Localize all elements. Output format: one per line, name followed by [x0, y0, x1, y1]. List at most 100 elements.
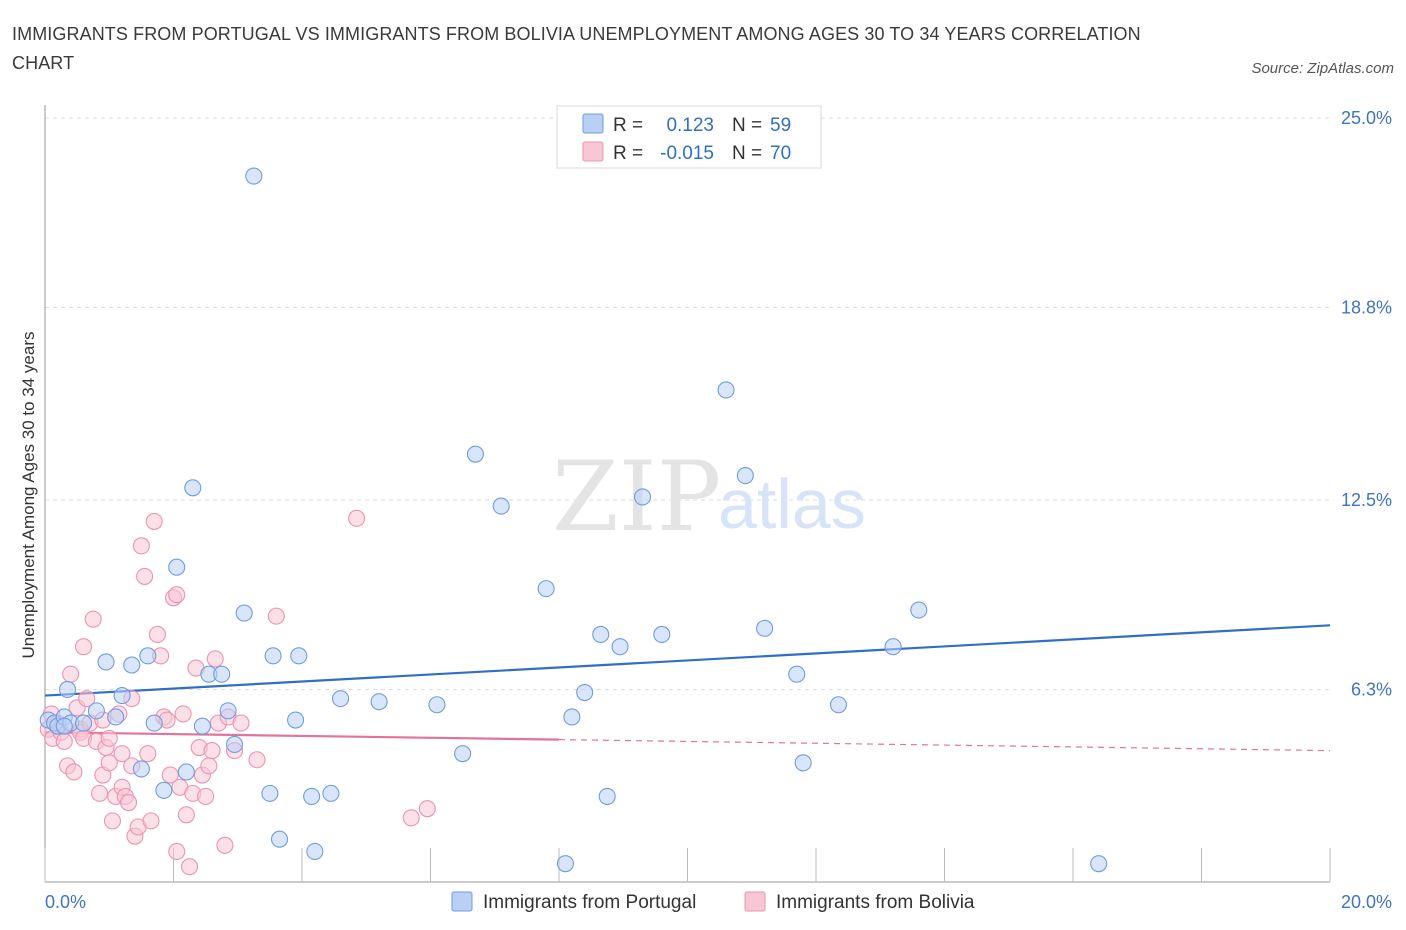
chart-title: IMMIGRANTS FROM PORTUGAL VS IMMIGRANTS F…: [12, 24, 1141, 73]
portugal-point: [611, 638, 629, 656]
trend-lines: [44, 624, 1331, 752]
watermark: ZIP atlas: [552, 441, 866, 553]
y-tick-label: 25.0%: [1341, 108, 1392, 128]
portugal-point: [87, 702, 105, 720]
bolivia-point: [75, 638, 93, 656]
bolivia-point: [232, 714, 250, 732]
bolivia-point: [145, 512, 163, 530]
portugal-point: [113, 687, 131, 705]
x-tick-label: 20.0%: [1341, 892, 1392, 912]
bolivia-point: [418, 800, 436, 818]
portugal-point: [794, 754, 812, 772]
bolivia-point: [168, 586, 186, 604]
legend-portugal-r-value: 0.123: [666, 115, 714, 136]
portugal-point: [884, 638, 902, 656]
portugal-point: [653, 625, 671, 644]
bolivia-point: [142, 812, 160, 830]
bolivia-point: [78, 690, 96, 708]
portugal-point: [58, 680, 77, 699]
portugal-point: [756, 619, 774, 637]
portugal-point: [492, 497, 510, 515]
bolivia-point: [65, 763, 83, 781]
portugal-point: [322, 784, 340, 802]
legend-bolivia-r-label: R =: [613, 143, 643, 164]
top-legend: R = 0.123 N = 59 R = -0.015 N = 70: [556, 105, 822, 169]
bolivia-point: [267, 607, 285, 625]
portugal-point: [829, 696, 848, 714]
bolivia-trend-line: [44, 731, 560, 741]
chart-source: Source: ZipAtlas.com: [1251, 60, 1394, 77]
legend-bolivia-r-value: -0.015: [660, 143, 714, 164]
bolivia-point: [91, 784, 109, 802]
bottom-legend-portugal-swatch: [451, 891, 473, 912]
legend-bolivia-n-value: 70: [770, 143, 791, 164]
bolivia-point: [62, 665, 80, 683]
legend-portugal-r-label: R =: [613, 115, 643, 136]
bolivia-point: [197, 787, 215, 805]
legend-portugal-swatch: [582, 113, 604, 134]
y-axis-label: Unemployment Among Ages 30 to 34 years: [19, 332, 38, 659]
legend-portugal-n-value: 59: [770, 115, 791, 136]
bolivia-point: [181, 858, 199, 876]
gridlines: [45, 117, 1330, 690]
portugal-point: [331, 690, 350, 708]
portugal-point: [235, 604, 253, 622]
bolivia-point: [136, 567, 154, 585]
bolivia-point: [206, 650, 224, 668]
bolivia-point: [100, 754, 118, 772]
portugal-point: [428, 696, 446, 714]
bolivia-point: [132, 537, 150, 555]
bolivia-point: [402, 809, 420, 827]
bolivia-point: [103, 812, 122, 830]
bottom-legend-bolivia-swatch: [744, 891, 766, 912]
bolivia-point: [177, 806, 195, 824]
portugal-point: [592, 625, 610, 644]
bottom-legend: Immigrants from Portugal Immigrants from…: [451, 891, 975, 913]
bolivia-point: [248, 751, 266, 769]
portugal-point: [303, 787, 321, 805]
portugal-point: [370, 693, 388, 711]
legend-portugal-n-label: N =: [732, 115, 762, 136]
portugal-point: [155, 781, 173, 799]
portugal-point: [97, 653, 115, 671]
portugal-point: [139, 647, 157, 665]
portugal-point: [132, 760, 150, 778]
portugal-point: [219, 702, 237, 720]
bolivia-point: [100, 729, 118, 747]
bolivia-point: [119, 793, 138, 812]
portugal-point: [287, 711, 305, 729]
bolivia-trend-line-extension: [558, 738, 1331, 752]
series-portugal-points: [39, 167, 1108, 873]
portugal-point: [910, 601, 928, 619]
y-tick-label: 18.8%: [1341, 297, 1392, 317]
portugal-point: [556, 855, 574, 873]
portugal-point: [270, 830, 289, 848]
portugal-point: [633, 488, 652, 506]
portugal-point: [1090, 855, 1108, 873]
bolivia-point: [55, 732, 73, 750]
portugal-point: [717, 381, 735, 399]
y-tick-label: 12.5%: [1341, 490, 1392, 510]
portugal-point: [264, 647, 282, 665]
portugal-point: [225, 735, 244, 754]
legend-bolivia-swatch: [582, 141, 604, 162]
portugal-trend-line: [44, 624, 1331, 697]
bolivia-point: [216, 836, 234, 854]
portugal-point: [168, 558, 186, 576]
portugal-point: [576, 683, 594, 702]
bolivia-point: [113, 745, 131, 763]
bolivia-point: [84, 610, 102, 628]
portugal-point: [123, 656, 141, 674]
portugal-point: [454, 745, 472, 763]
bolivia-point: [203, 742, 221, 760]
portugal-point: [55, 717, 73, 735]
portugal-point: [290, 647, 308, 665]
bolivia-point: [348, 509, 366, 527]
portugal-point: [145, 714, 163, 732]
x-tick-label: 0.0%: [45, 892, 86, 912]
portugal-point: [184, 479, 202, 497]
bolivia-point: [161, 766, 179, 784]
bottom-legend-portugal-label: Immigrants from Portugal: [483, 892, 696, 913]
portugal-point: [598, 787, 616, 805]
